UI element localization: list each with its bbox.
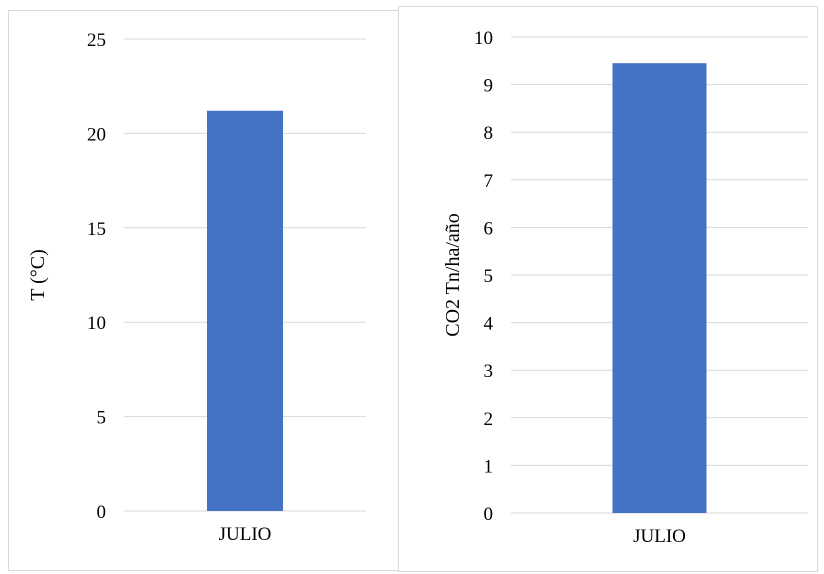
bar-julio — [612, 63, 707, 514]
y-tick-label: 0 — [97, 502, 107, 523]
bar-julio — [207, 110, 283, 511]
y-tick-label: 5 — [97, 408, 107, 429]
temperature-bar-chart: 0 5 10 15 20 25 JULIO T (°C) — [27, 30, 366, 545]
y-tick-label: 15 — [87, 219, 106, 240]
y-tick-label: 9 — [484, 76, 494, 97]
temperature-chart-panel: 0 5 10 15 20 25 JULIO T (°C) — [8, 10, 399, 571]
y-tick-label: 25 — [87, 30, 106, 51]
y-tick-label: 2 — [484, 409, 494, 430]
y-tick-label: 5 — [484, 266, 494, 287]
co2-bar-chart: 0 1 2 3 4 5 6 7 8 9 10 JULIO CO2 Tn/ha/año — [442, 28, 808, 547]
co2-chart-panel: 0 1 2 3 4 5 6 7 8 9 10 JULIO CO2 Tn/ha/año — [398, 6, 818, 572]
y-tick-label: 8 — [484, 123, 494, 144]
y-tick-label: 1 — [484, 456, 494, 477]
y-tick-label: 0 — [484, 504, 494, 525]
x-tick-label: JULIO — [219, 524, 272, 545]
y-axis-title: T (°C) — [27, 249, 49, 301]
y-tick-label: 20 — [87, 124, 106, 145]
y-tick-label: 7 — [484, 171, 494, 192]
x-tick-label: JULIO — [633, 526, 686, 547]
y-tick-label: 10 — [87, 313, 106, 334]
y-tick-label: 3 — [484, 361, 494, 382]
y-axis-title: CO2 Tn/ha/año — [442, 213, 464, 337]
y-tick-label: 4 — [484, 314, 494, 335]
y-tick-label: 6 — [484, 218, 494, 239]
y-tick-label: 10 — [474, 28, 493, 49]
